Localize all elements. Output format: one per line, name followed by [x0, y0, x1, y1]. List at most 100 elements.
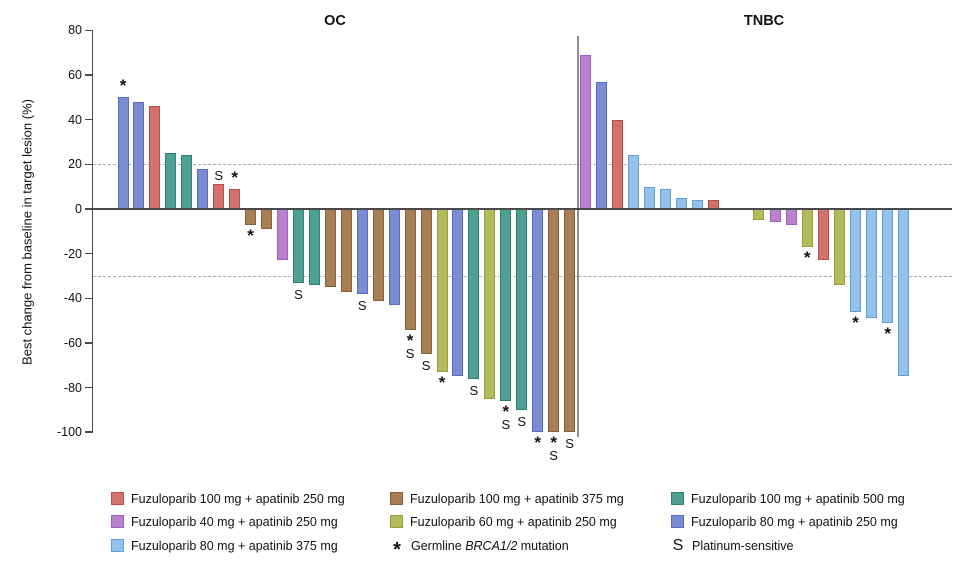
y-axis-tick-label: -20 — [63, 246, 82, 261]
bar-oc-23 — [468, 209, 480, 379]
bar-tnbc-10 — [753, 209, 765, 221]
bar-tnbc-11 — [769, 209, 781, 223]
germline-brca-marker: * — [884, 323, 891, 343]
y-axis-tick-label: -80 — [63, 380, 82, 395]
legend-item-4: Fuzuloparib 40 mg + apatinib 250 mg — [111, 513, 338, 530]
y-axis-tick — [84, 29, 92, 32]
bar-oc-10 — [261, 209, 273, 230]
y-axis-tick — [84, 208, 92, 210]
bar-oc-8 — [229, 188, 241, 209]
bar-oc-11 — [277, 209, 288, 261]
y-axis-tick — [84, 163, 92, 166]
y-axis-tick-label: 60 — [68, 68, 82, 83]
germline-brca-marker: * — [119, 76, 127, 96]
y-axis-tick — [84, 431, 92, 433]
germline-brca-marker: * — [406, 330, 414, 350]
bar-oc-16 — [356, 209, 368, 294]
germline-brca-marker: * — [534, 433, 541, 453]
bar-oc-9 — [245, 209, 257, 225]
y-axis-title: Best change from baseline in target lesi… — [19, 99, 35, 365]
y-axis-tick — [84, 118, 92, 121]
platinum-sensitive-marker: S — [549, 448, 558, 464]
y-axis-tick — [84, 342, 92, 344]
legend-swatch-lightblue — [111, 539, 124, 552]
legend-label: Fuzuloparib 80 mg + apatinib 375 mg — [131, 538, 338, 553]
legend-label: Fuzuloparib 60 mg + apatinib 250 mg — [410, 514, 617, 529]
bar-tnbc-6 — [660, 188, 671, 209]
platinum-sensitive-marker: S — [421, 358, 431, 374]
legend-swatch-red — [111, 492, 124, 505]
germline-brca-marker: * — [852, 312, 859, 332]
platinum-sensitive-marker: S — [517, 413, 527, 429]
bar-oc-18 — [388, 209, 400, 305]
germline-brca-marker: * — [550, 433, 557, 453]
y-axis-tick-label: -40 — [63, 291, 82, 306]
bar-tnbc-2 — [595, 81, 607, 209]
y-axis-tick-label: 20 — [68, 157, 82, 172]
legend-item-1: Fuzuloparib 100 mg + apatinib 250 mg — [111, 490, 345, 507]
bar-oc-28 — [548, 209, 560, 433]
bar-oc-7 — [213, 184, 225, 209]
bar-oc-14 — [324, 209, 336, 288]
y-axis-tick — [84, 74, 92, 76]
legend-swatch-teal — [671, 492, 684, 505]
bar-oc-12 — [292, 209, 304, 283]
legend-item-8: * Germline BRCA1/2 mutation — [390, 537, 569, 561]
bar-tnbc-17 — [866, 209, 878, 319]
bar-oc-29 — [564, 209, 576, 433]
bar-tnbc-18 — [882, 209, 894, 323]
y-axis-tick — [84, 297, 92, 300]
germline-brca-marker: * — [803, 247, 811, 267]
bar-tnbc-5 — [643, 186, 655, 209]
platinum-sensitive-marker: S — [357, 297, 367, 313]
panel-title-oc: OC — [324, 13, 346, 29]
germline-brca-marker: * — [247, 225, 254, 245]
y-axis-tick-label: 80 — [68, 23, 82, 38]
bar-tnbc-3 — [611, 119, 623, 209]
bar-tnbc-15 — [833, 209, 845, 285]
legend-item-9: S Platinum-sensitive — [671, 536, 794, 554]
bar-oc-26 — [516, 209, 528, 410]
legend-label: Fuzuloparib 100 mg + apatinib 250 mg — [131, 491, 345, 506]
platinum-sensitive-marker: S — [214, 168, 224, 184]
bar-tnbc-4 — [627, 155, 639, 209]
platinum-sensitive-marker: S — [294, 286, 303, 302]
panel-title-tnbc: TNBC — [743, 13, 785, 29]
legend-item-5: Fuzuloparib 60 mg + apatinib 250 mg — [390, 513, 617, 530]
legend-swatch-olive — [390, 515, 403, 528]
y-axis-tick-label: -100 — [56, 425, 82, 440]
germline-brca-marker-glyph: * — [393, 538, 401, 561]
y-axis-tick — [84, 252, 92, 255]
bar-oc-27 — [532, 209, 544, 433]
germline-brca-marker: * — [438, 372, 446, 392]
bar-oc-13 — [308, 209, 320, 285]
bar-oc-6 — [197, 168, 209, 209]
legend-item-3: Fuzuloparib 100 mg + apatinib 500 mg — [671, 490, 905, 507]
platinum-sensitive-marker-glyph: S — [672, 536, 684, 554]
y-axis-tick-label: 0 — [75, 202, 82, 216]
panel-divider — [577, 36, 579, 437]
legend-swatch-orchid — [111, 515, 124, 528]
y-axis-line — [91, 30, 93, 433]
legend-label: Platinum-sensitive — [692, 538, 794, 553]
bar-oc-5 — [181, 155, 193, 209]
legend-item-7: Fuzuloparib 80 mg + apatinib 375 mg — [111, 537, 338, 554]
legend-swatch-blue — [671, 515, 684, 528]
bar-oc-15 — [340, 209, 352, 292]
bar-oc-2 — [133, 101, 145, 209]
y-axis-tick-label: 40 — [68, 112, 82, 127]
bar-oc-20 — [420, 209, 432, 355]
germline-brca-marker: * — [502, 401, 510, 421]
legend-swatch-brown — [390, 492, 403, 505]
bar-oc-19 — [404, 209, 416, 330]
reference-line-20 — [93, 164, 952, 166]
bar-tnbc-16 — [850, 209, 861, 312]
y-axis-tick-label: -60 — [63, 335, 82, 350]
legend-label: Germline BRCA1/2 mutation — [411, 538, 569, 553]
legend-label: Fuzuloparib 80 mg + apatinib 250 mg — [691, 514, 898, 529]
y-axis-tick — [84, 386, 92, 389]
legend-label: Fuzuloparib 100 mg + apatinib 375 mg — [410, 491, 624, 506]
brca-gene-italic: BRCA1/2 — [465, 538, 518, 553]
bar-oc-4 — [165, 153, 177, 209]
bar-oc-24 — [484, 209, 496, 399]
